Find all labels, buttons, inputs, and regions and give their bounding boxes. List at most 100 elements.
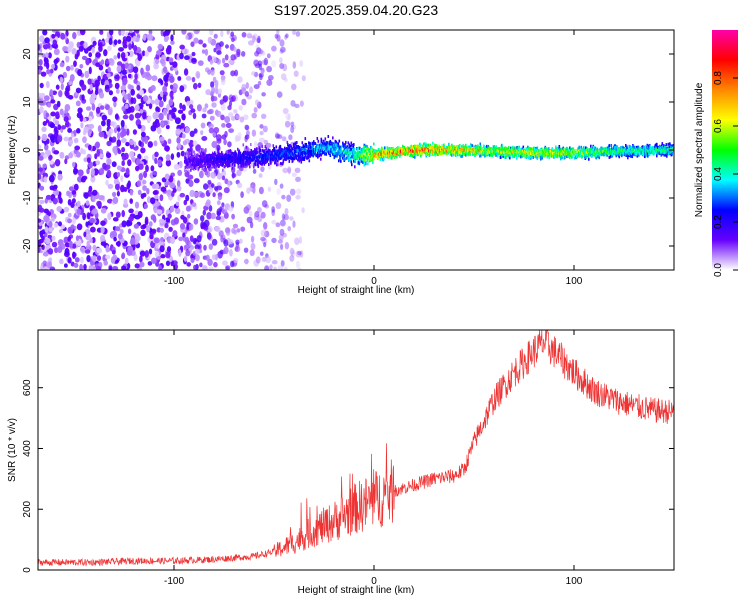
- noise-speckle: [257, 80, 262, 86]
- noise-speckle: [146, 224, 151, 233]
- noise-speckle: [98, 195, 105, 201]
- noise-speckle: [211, 183, 215, 188]
- noise-speckle: [279, 39, 285, 47]
- signal-band-cell: [242, 154, 244, 158]
- noise-speckle: [136, 158, 141, 166]
- noise-speckle: [210, 171, 216, 179]
- noise-speckle: [128, 30, 133, 34]
- signal-band-cell: [384, 146, 386, 150]
- noise-speckle: [138, 89, 144, 96]
- signal-band-cell: [226, 160, 229, 163]
- signal-band-cell: [250, 149, 253, 152]
- signal-band-cell: [247, 159, 249, 162]
- noise-speckle: [225, 122, 232, 129]
- signal-band-cell: [353, 147, 356, 151]
- noise-speckle: [276, 34, 281, 42]
- signal-band-cell: [305, 143, 308, 146]
- noise-speckle: [108, 265, 113, 270]
- signal-band-cell: [229, 154, 231, 158]
- noise-speckle: [233, 109, 238, 114]
- noise-speckle: [114, 82, 120, 90]
- noise-speckle: [135, 165, 140, 172]
- signal-band-cell: [443, 145, 446, 149]
- noise-speckle: [215, 215, 221, 221]
- noise-speckle: [108, 136, 113, 143]
- noise-speckle: [79, 263, 83, 270]
- noise-speckle: [58, 221, 62, 227]
- noise-speckle: [53, 222, 59, 228]
- signal-band-cell: [317, 139, 320, 143]
- noise-speckle: [266, 79, 273, 86]
- signal-band-cell: [321, 147, 323, 151]
- noise-speckle: [151, 75, 158, 82]
- noise-speckle: [82, 117, 87, 123]
- noise-speckle: [43, 43, 49, 50]
- signal-band-cell: [264, 149, 266, 153]
- signal-band-cell: [301, 141, 304, 145]
- noise-speckle: [57, 124, 62, 131]
- noise-speckle: [155, 241, 160, 249]
- noise-speckle: [42, 121, 47, 126]
- noise-speckle: [107, 198, 113, 204]
- signal-band-cell: [363, 163, 366, 167]
- noise-speckle: [164, 222, 169, 229]
- noise-speckle: [120, 175, 124, 183]
- signal-band-cell: [198, 154, 201, 158]
- noise-speckle: [245, 82, 249, 89]
- noise-speckle: [292, 220, 296, 228]
- noise-speckle: [287, 226, 292, 232]
- noise-speckle: [295, 250, 302, 258]
- noise-speckle: [91, 46, 95, 54]
- signal-band-cell: [253, 158, 255, 162]
- noise-speckle: [227, 141, 232, 148]
- noise-speckle: [79, 256, 84, 264]
- signal-band-cell: [379, 157, 382, 161]
- noise-speckle: [117, 39, 122, 44]
- noise-speckle: [89, 83, 93, 91]
- signal-band-cell: [415, 153, 417, 157]
- noise-speckle: [120, 63, 126, 71]
- noise-speckle: [154, 194, 159, 200]
- noise-speckle: [49, 89, 54, 96]
- noise-speckle: [201, 136, 208, 141]
- noise-speckle: [96, 247, 103, 254]
- signal-band-cell: [201, 148, 203, 151]
- noise-speckle: [56, 135, 63, 143]
- signal-band-cell: [249, 160, 252, 164]
- noise-speckle: [188, 179, 194, 188]
- noise-speckle: [260, 251, 264, 256]
- signal-band-cell: [462, 151, 464, 155]
- noise-speckle: [282, 108, 289, 115]
- noise-speckle: [105, 179, 109, 186]
- noise-speckle: [216, 210, 221, 217]
- noise-speckle: [53, 150, 60, 155]
- noise-speckle: [79, 30, 86, 36]
- signal-band-cell: [255, 159, 257, 163]
- noise-speckle: [74, 257, 80, 263]
- noise-speckle: [275, 202, 282, 210]
- signal-band-cell: [190, 156, 192, 160]
- noise-speckle: [249, 221, 254, 229]
- noise-speckle: [58, 192, 62, 201]
- noise-speckle: [281, 213, 286, 221]
- noise-speckle: [38, 151, 41, 157]
- noise-speckle: [87, 78, 92, 85]
- noise-speckle: [95, 160, 101, 165]
- signal-band-cell: [195, 155, 197, 159]
- signal-band-cell: [329, 154, 332, 157]
- signal-band-cell: [231, 166, 234, 170]
- noise-speckle: [83, 157, 88, 162]
- signal-band-cell: [263, 156, 265, 160]
- noise-speckle: [129, 189, 134, 196]
- noise-speckle: [177, 76, 182, 81]
- noise-speckle: [72, 251, 76, 259]
- signal-band-cell: [335, 140, 338, 144]
- noise-speckle: [193, 82, 198, 90]
- noise-speckle: [130, 237, 136, 245]
- signal-band-cell: [192, 154, 195, 158]
- noise-speckle: [68, 139, 74, 145]
- noise-speckle: [157, 78, 163, 84]
- noise-speckle: [127, 159, 132, 167]
- noise-speckle: [109, 30, 114, 36]
- signal-band-cell: [213, 164, 216, 168]
